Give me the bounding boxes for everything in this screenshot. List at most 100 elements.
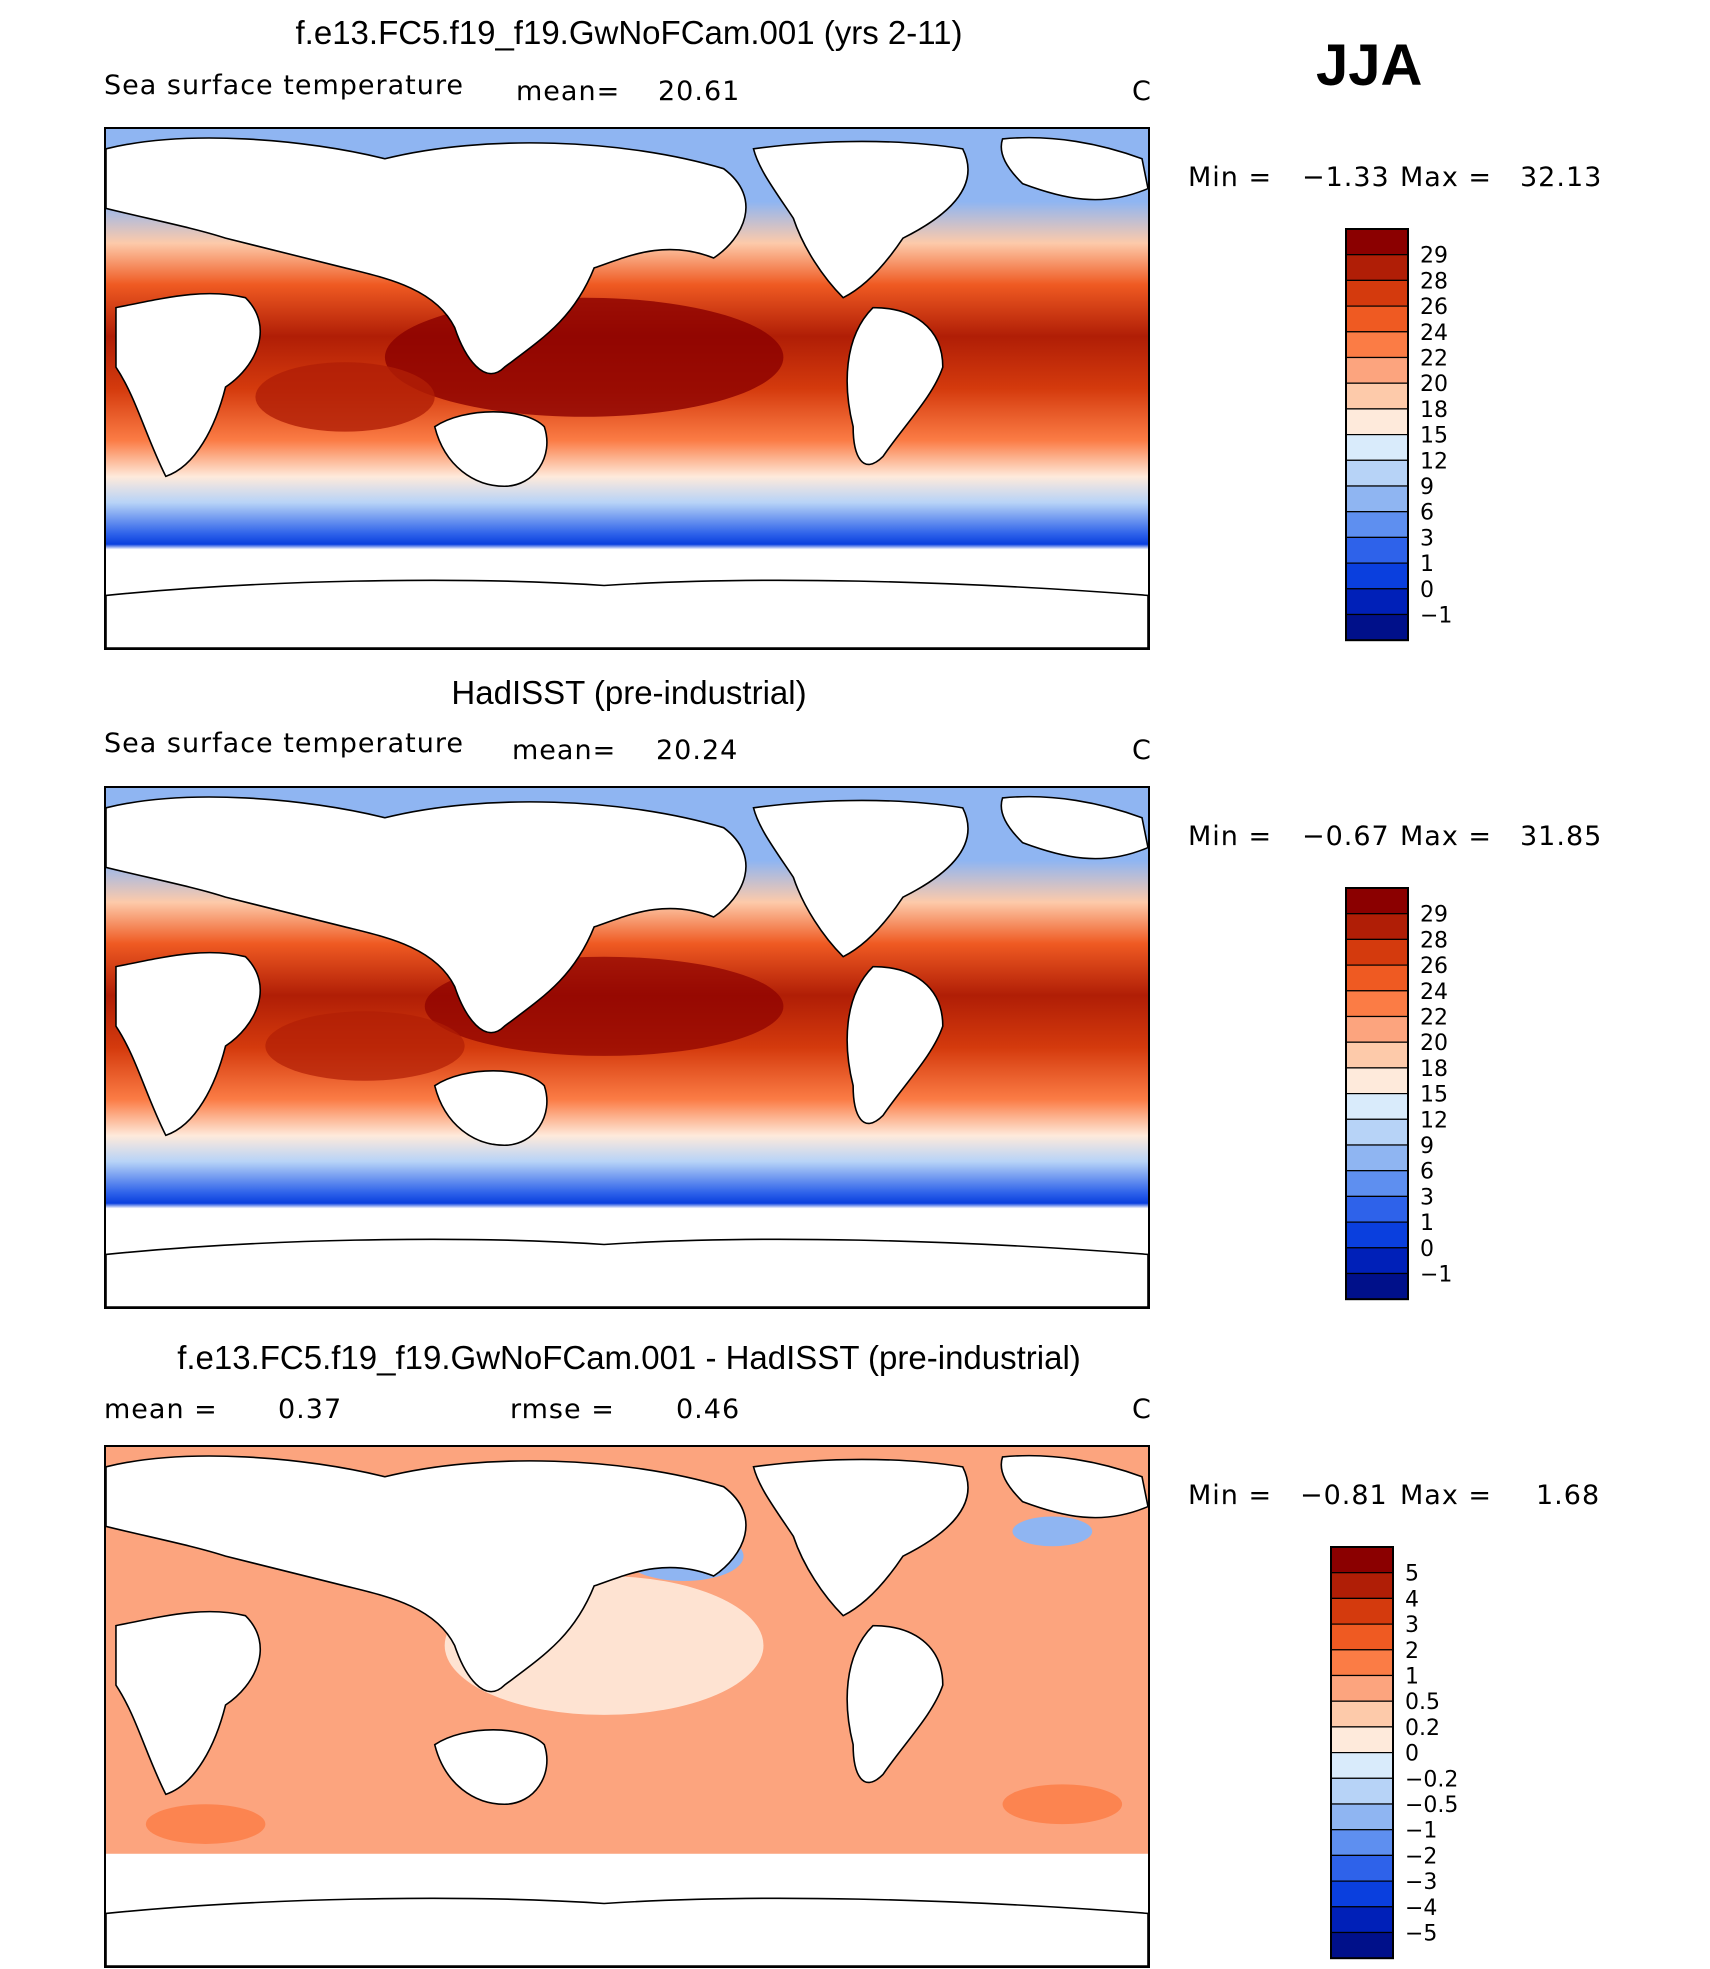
panel-2-max-value: 31.85	[1520, 821, 1603, 852]
season-label: JJA	[1316, 33, 1423, 98]
colorbar-tick-label: 1	[1420, 552, 1434, 577]
colorbar-tick-label: 18	[1420, 1057, 1448, 1082]
colorbar-swatch	[1330, 1752, 1394, 1779]
colorbar-tick-label: 26	[1420, 295, 1448, 320]
colorbar-swatch	[1345, 408, 1409, 436]
colorbar-tick-label: 26	[1420, 954, 1448, 979]
panel-3-title: f.e13.FC5.f19_f19.GwNoFCam.001 - HadISST…	[177, 1339, 1081, 1376]
colorbar-swatch	[1330, 1777, 1394, 1805]
south-america	[846, 306, 944, 465]
colorbar-tick-label: −0.5	[1405, 1793, 1458, 1818]
colorbar-swatch	[1345, 938, 1409, 966]
colorbar-swatch	[1330, 1623, 1394, 1651]
colorbar-tick-label: −0.2	[1405, 1767, 1458, 1792]
colorbar-swatch	[1345, 562, 1409, 590]
colorbar-tick-label: 3	[1420, 526, 1434, 551]
colorbar-tick-label: −2	[1405, 1844, 1437, 1869]
panel-3-max-value: 1.68	[1536, 1480, 1601, 1511]
eurasia	[106, 1455, 747, 1693]
panel-2-colorbar: 29 28 26 24 22 20 18 15 12 9 6 3 1 0 −1	[1344, 887, 1544, 1301]
colorbar-swatch	[1345, 1170, 1409, 1198]
africa	[115, 951, 262, 1137]
panel-3-map	[104, 1445, 1150, 1968]
panel-3-mean-label: mean =	[104, 1394, 218, 1425]
colorbar-swatch	[1345, 1195, 1409, 1223]
panel-2-title: HadISST (pre-industrial)	[451, 674, 807, 711]
colorbar-tick-label: 15	[1420, 1083, 1448, 1108]
colorbar-swatch	[1330, 1880, 1394, 1908]
colorbar-swatch	[1330, 1597, 1394, 1625]
colorbar-swatch	[1345, 511, 1409, 539]
colorbar-outline	[1345, 228, 1409, 642]
panel-3-max-label: Max =	[1400, 1480, 1493, 1511]
colorbar-tick-label: 1	[1420, 1211, 1434, 1236]
colorbar-tick-label: 12	[1420, 449, 1448, 474]
panel-3-unit: C	[1132, 1394, 1152, 1425]
colorbar-swatch	[1345, 1093, 1409, 1120]
colorbar-tick-label: 1	[1405, 1665, 1419, 1690]
panel-2-min-label: Min =	[1188, 821, 1273, 852]
colorbar-swatch	[1330, 1803, 1394, 1831]
colorbar-tick-label: 5	[1405, 1562, 1419, 1587]
colorbar-tick-label: 6	[1420, 501, 1434, 526]
land-masses	[106, 1454, 1148, 1966]
colorbar-tick-label: 3	[1420, 1185, 1434, 1210]
colorbar-outline	[1330, 1546, 1394, 1960]
colorbar-swatch	[1345, 613, 1409, 641]
panel-2-variable: Sea surface temperature	[104, 728, 464, 759]
colorbar-tick-label: 22	[1420, 1006, 1448, 1031]
colorbar-swatch	[1330, 1649, 1394, 1677]
panel-3-colorbar: 5 4 3 2 1 0.5 0.2 0 −0.2 −0.5 −1 −2 −3 −4 −5	[1329, 1546, 1549, 1960]
panel-1-mean-label: mean=	[516, 76, 621, 107]
colorbar-tick-label: 28	[1420, 928, 1448, 953]
colorbar-tick-label: 12	[1420, 1108, 1448, 1133]
eurasia	[106, 137, 747, 375]
colorbar-tick-label: 0.2	[1405, 1716, 1440, 1741]
panel-1-unit: C	[1132, 76, 1152, 107]
colorbar-swatch	[1330, 1546, 1394, 1574]
colorbar-tick-label: 24	[1420, 321, 1448, 346]
panel-1-mean-value: 20.61	[658, 76, 741, 107]
colorbar-swatch	[1330, 1829, 1394, 1857]
colorbar-tick-label: 15	[1420, 424, 1448, 449]
colorbar-tick-label: 4	[1405, 1587, 1419, 1612]
colorbar-swatch	[1345, 1015, 1409, 1043]
greenland	[1000, 1454, 1148, 1519]
africa	[115, 1610, 262, 1796]
colorbar-swatch	[1345, 588, 1409, 616]
north-america	[752, 1458, 969, 1617]
colorbar-swatch	[1345, 990, 1409, 1018]
panel-3-min-value: −0.81	[1300, 1480, 1388, 1511]
colorbar-swatch	[1330, 1931, 1394, 1959]
land-masses	[106, 136, 1148, 648]
colorbar-swatch	[1330, 1674, 1394, 1702]
warm-pool	[384, 297, 784, 417]
australia	[433, 411, 548, 488]
colorbar-tick-label: −1	[1420, 1263, 1452, 1288]
panel-1-min-label: Min =	[1188, 162, 1273, 193]
panel-1-variable: Sea surface temperature	[104, 70, 464, 101]
colorbar-swatch	[1330, 1572, 1394, 1600]
colorbar-swatch	[1345, 279, 1409, 307]
colorbar-swatch	[1345, 536, 1409, 564]
panel-1-map	[104, 127, 1150, 650]
panel-2-min-value: −0.67	[1302, 821, 1390, 852]
colorbar-tick-label: 29	[1420, 903, 1448, 928]
colorbar-tick-label: 0.5	[1405, 1690, 1440, 1715]
colorbar-tick-label: 28	[1420, 269, 1448, 294]
panel-1-min-value: −1.33	[1302, 162, 1390, 193]
colorbar-tick-label: 2	[1405, 1639, 1419, 1664]
antarctica	[106, 1238, 1148, 1307]
colorbar-tick-label: −4	[1405, 1896, 1437, 1921]
colorbar-swatch	[1330, 1700, 1394, 1728]
panel-3-rmse-value: 0.46	[676, 1394, 741, 1425]
panel-1-max-value: 32.13	[1520, 162, 1603, 193]
colorbar-swatch	[1345, 459, 1409, 487]
colorbar-swatch	[1345, 1221, 1409, 1249]
colorbar-swatch	[1345, 1144, 1409, 1172]
panel-2-mean-value: 20.24	[656, 735, 739, 766]
colorbar-tick-label: 9	[1420, 475, 1434, 500]
colorbar-swatch	[1345, 382, 1409, 410]
colorbar-tick-label: −1	[1405, 1819, 1437, 1844]
colorbar-tick-label: 9	[1420, 1134, 1434, 1159]
